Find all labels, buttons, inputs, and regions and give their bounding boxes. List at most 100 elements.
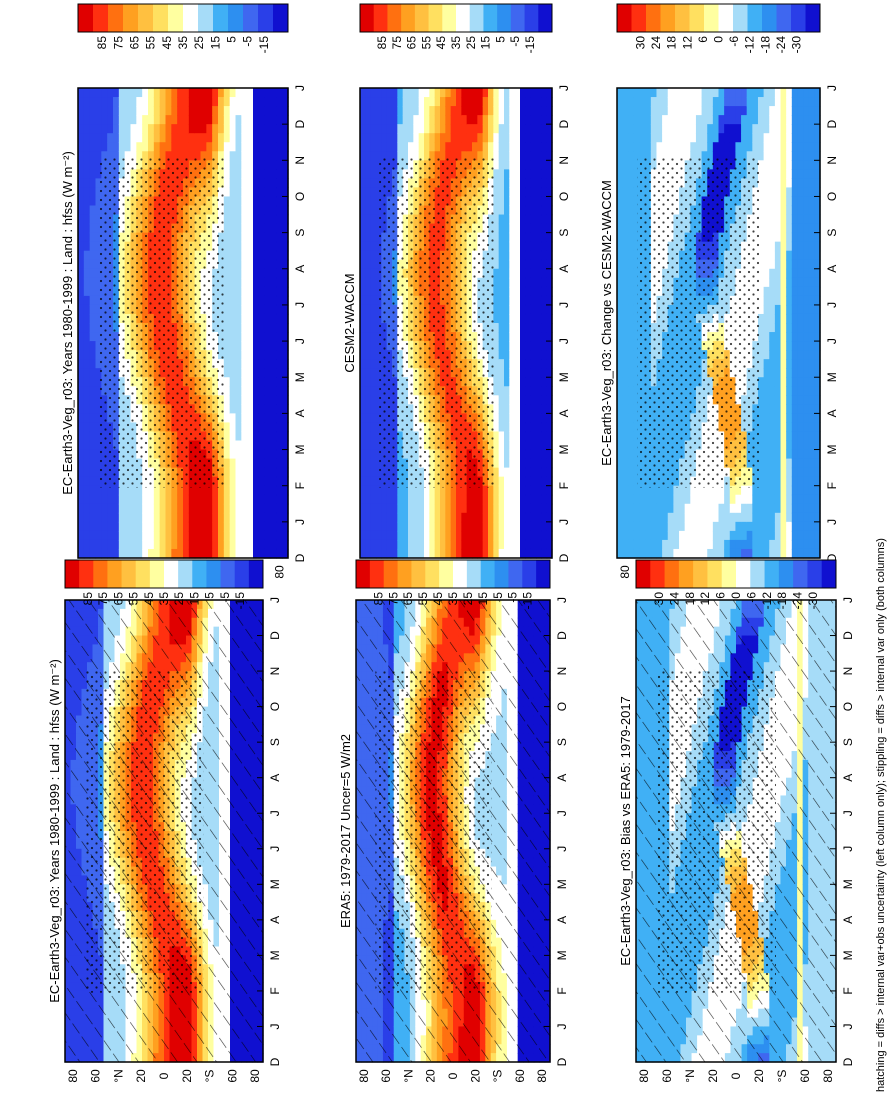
heat-cell: [235, 214, 242, 225]
heat-cell: [264, 259, 272, 270]
heat-cell: [276, 476, 283, 487]
heat-cell: [223, 530, 231, 541]
heat-cell: [218, 124, 225, 134]
heat-cell: [83, 178, 91, 189]
heat-cell: [365, 476, 372, 487]
heat-cell: [370, 178, 377, 189]
heat-cell: [392, 88, 398, 98]
heat-cell: [241, 169, 248, 179]
heat-cell: [633, 548, 641, 559]
heat-cell: [370, 124, 377, 134]
colorbar-label: 75: [111, 36, 125, 50]
heat-cell: [461, 142, 468, 152]
heat-cell: [514, 268, 521, 279]
heat-cell: [509, 431, 516, 442]
heat-cell: [235, 169, 242, 179]
colorbar-swatch: [138, 4, 154, 32]
heat-cell: [229, 359, 237, 369]
heat-cell: [525, 205, 532, 216]
heat-cell: [493, 196, 500, 207]
heat-cell: [718, 530, 725, 541]
heat-cell: [241, 467, 248, 478]
heat-cell: [488, 539, 494, 550]
heat-cell: [536, 205, 542, 216]
heat-cell: [520, 503, 526, 514]
heat-cell: [212, 521, 219, 532]
heat-cell: [365, 548, 372, 559]
heat-cell: [498, 521, 505, 532]
heat-cell: [633, 512, 641, 523]
heat-cell: [504, 232, 510, 243]
heat-cell: [171, 142, 178, 152]
heat-cell: [729, 485, 737, 496]
heat-cell: [370, 115, 377, 125]
heat-cell: [376, 304, 382, 315]
heat-cell: [95, 196, 102, 207]
heat-cell: [504, 395, 510, 405]
heat-cell: [617, 268, 624, 279]
heat-cell: [707, 88, 714, 98]
heat-cell: [95, 332, 102, 342]
heat-cell: [376, 440, 382, 451]
heat-cell: [622, 503, 629, 514]
heat-cell: [235, 178, 242, 189]
heat-cell: [223, 241, 231, 252]
heat-cell: [472, 521, 478, 532]
heat-cell: [541, 467, 548, 478]
heat-cell: [504, 115, 510, 125]
heat-cell: [194, 521, 202, 532]
heat-cell: [667, 512, 674, 523]
heat-cell: [679, 521, 686, 532]
heat-cell: [365, 250, 372, 261]
heat-cell: [450, 106, 457, 116]
heat-cell: [360, 268, 366, 279]
heat-cell: [241, 440, 248, 451]
heat-cell: [525, 169, 532, 179]
heat-cell: [514, 88, 521, 98]
heat-cell: [546, 232, 553, 243]
heat-cell: [477, 133, 484, 143]
heat-cell: [520, 196, 526, 207]
heat-cell: [376, 431, 382, 442]
heat-cell: [520, 512, 526, 523]
heat-cell: [650, 530, 658, 541]
heat-cell: [461, 503, 468, 514]
heat-cell: [504, 539, 510, 550]
heat-cell: [376, 88, 382, 98]
heat-cell: [258, 467, 266, 478]
heat-cell: [235, 232, 242, 243]
heat-cell: [434, 548, 441, 559]
heat-cell: [622, 97, 629, 107]
heat-cell: [235, 205, 242, 216]
heat-cell: [424, 133, 430, 143]
heat-cell: [498, 458, 505, 469]
heat-cell: [165, 485, 172, 496]
heat-cell: [365, 124, 372, 134]
heat-cell: [229, 395, 237, 405]
heat-cell: [282, 241, 289, 252]
heat-cell: [546, 476, 553, 487]
heat-cell: [530, 187, 537, 198]
heat-cell: [482, 539, 489, 550]
heat-cell: [101, 124, 108, 134]
heat-cell: [95, 241, 102, 252]
heat-cell: [223, 521, 231, 532]
heat-cell: [408, 512, 414, 523]
heat-cell: [530, 431, 537, 442]
colorbar-swatch: [497, 4, 512, 32]
heat-cell: [229, 485, 237, 496]
heat-cell: [370, 241, 377, 252]
heat-cell: [628, 422, 635, 433]
heat-cell: [206, 124, 213, 134]
heat-cell: [360, 160, 366, 170]
heat-cell: [258, 332, 266, 342]
heat-cell: [514, 539, 521, 550]
heat-cell: [520, 413, 526, 424]
heat-cell: [276, 286, 283, 297]
heat-cell: [718, 115, 725, 125]
heat-cell: [645, 133, 652, 143]
heat-cell: [247, 431, 254, 442]
heat-cell: [397, 88, 404, 98]
heat-cell: [183, 115, 190, 125]
heat-cell: [282, 323, 289, 333]
